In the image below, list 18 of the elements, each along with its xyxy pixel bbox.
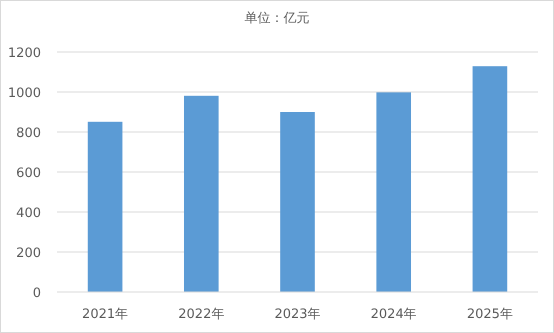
x-tick-label: 2023年	[274, 307, 321, 322]
x-tick-label: 2022年	[178, 307, 224, 322]
x-tick-label: 2024年	[370, 307, 417, 322]
y-tick-label: 200	[16, 246, 41, 261]
y-tick-label: 800	[16, 126, 41, 141]
bar	[472, 66, 508, 292]
y-tick-label: 600	[16, 166, 41, 181]
bar	[184, 96, 219, 292]
y-tick-label: 0	[32, 286, 41, 301]
y-tick-label: 400	[16, 206, 41, 221]
y-tick-label: 1000	[8, 86, 41, 101]
chart-title: 单位：亿元	[244, 11, 310, 26]
bar	[88, 122, 122, 292]
x-tick-label: 2025年	[466, 307, 513, 322]
bar	[376, 92, 412, 292]
y-tick-label: 1200	[8, 46, 41, 61]
x-tick-label: 2021年	[82, 307, 128, 322]
bar	[280, 112, 315, 292]
